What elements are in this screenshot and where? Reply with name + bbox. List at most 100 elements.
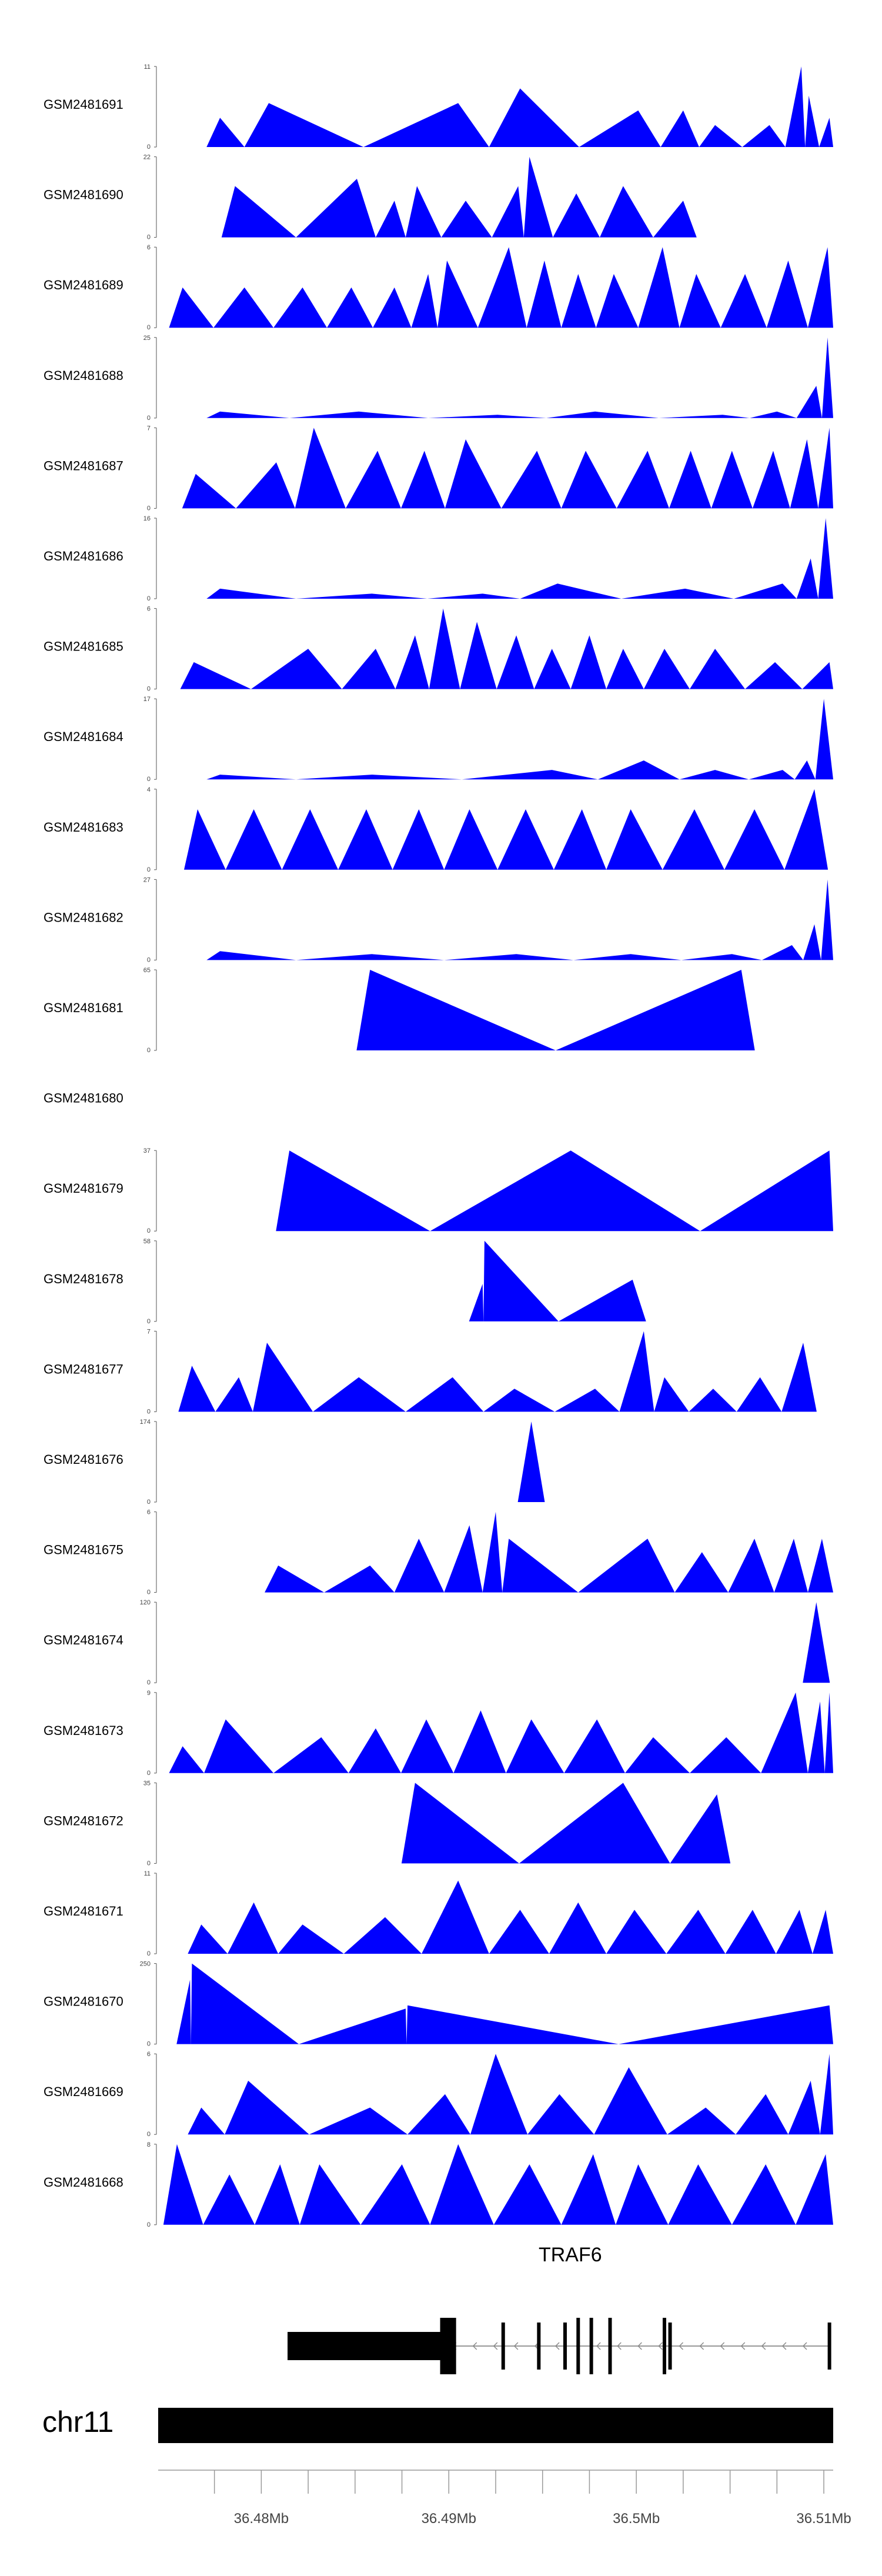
coverage-peak	[348, 1728, 401, 1773]
coverage-peak	[295, 428, 346, 509]
coverage-peak	[427, 593, 520, 599]
coverage-peak	[360, 2164, 430, 2225]
y-axis-tick-label: 37	[143, 1147, 151, 1154]
coverage-peak	[182, 473, 236, 509]
coverage-peak	[821, 337, 833, 418]
y-axis-tick-label: 174	[140, 1419, 151, 1426]
coverage-peak	[818, 518, 833, 599]
y-axis-tick-label: 17	[143, 696, 151, 703]
coverage-peak	[460, 622, 497, 689]
axis-tick-label: 36.49Mb	[422, 2511, 476, 2527]
coverage-peak	[668, 2164, 732, 2225]
track-label: GSM2481678	[44, 1272, 123, 1286]
coverage-peak	[660, 110, 699, 147]
coverage-peak	[250, 649, 342, 689]
coverage-peak	[821, 879, 833, 960]
coverage-peak	[728, 1539, 774, 1593]
coverage-peak	[824, 1692, 833, 1773]
tracks-layer: GSM2481691110GSM2481690220GSM248168960GS…	[44, 64, 833, 2228]
coverage-peak	[711, 451, 753, 509]
coverage-peak	[643, 649, 690, 689]
track-label: GSM2481675	[44, 1543, 123, 1557]
y-axis-tick-label: 0	[147, 1227, 151, 1234]
y-axis-tick-label: 0	[147, 866, 151, 873]
coverage-peak	[483, 1389, 555, 1412]
track-GSM2481668: GSM2481668 8 0	[44, 2141, 833, 2228]
coverage-peak	[169, 1746, 205, 1773]
track-GSM2481678: GSM2481678 58 0	[44, 1238, 646, 1325]
coverage-peak	[276, 1150, 430, 1232]
coverage-peak	[803, 924, 821, 960]
coverage-peak	[401, 1783, 519, 1864]
coverage-peak	[273, 287, 327, 328]
coverage-peak	[489, 1910, 549, 1954]
track-label: GSM2481669	[44, 2084, 123, 2099]
track-GSM2481686: GSM2481686 16 0	[44, 515, 833, 602]
track-label: GSM2481684	[44, 729, 123, 744]
track-GSM2481675: GSM2481675 6 0	[44, 1509, 833, 1596]
coverage-peak	[606, 1910, 667, 1954]
track-label: GSM2481681	[44, 1000, 123, 1015]
coverage-peak	[749, 770, 795, 780]
coverage-peak	[803, 1602, 830, 1683]
track-label: GSM2481672	[44, 1813, 123, 1828]
track-label: GSM2481682	[44, 910, 123, 925]
coverage-peak	[394, 1539, 445, 1593]
y-axis-tick-label: 9	[147, 1690, 151, 1697]
track-label: GSM2481688	[44, 368, 123, 383]
y-axis-tick-label: 0	[147, 776, 151, 783]
y-axis-tick-label: 250	[140, 1961, 151, 1968]
coverage-peak	[430, 1150, 700, 1232]
y-axis-tick-label: 120	[140, 1599, 151, 1606]
coverage-peak	[546, 411, 659, 418]
coverage-peak	[225, 809, 282, 870]
track-label: GSM2481685	[44, 639, 123, 654]
coverage-peak	[561, 2154, 616, 2225]
coverage-peak	[796, 558, 818, 599]
coverage-peak	[619, 1331, 654, 1412]
coverage-peak	[462, 770, 598, 780]
coverage-peak	[802, 662, 833, 689]
track-GSM2481681: GSM2481681 65 0	[44, 967, 755, 1054]
track-GSM2481684: GSM2481684 17 0	[44, 696, 833, 783]
gene-exon	[827, 2323, 831, 2370]
y-axis-tick-label: 7	[147, 425, 151, 432]
coverage-peak	[805, 95, 820, 147]
coverage-peak	[745, 662, 803, 689]
coverage-peak	[188, 2107, 225, 2135]
coverage-peak	[750, 411, 797, 418]
coverage-peak	[526, 261, 562, 328]
coverage-peak	[788, 2080, 820, 2135]
coverage-peak	[731, 2164, 796, 2225]
coverage-peak	[796, 386, 822, 418]
coverage-peak	[578, 1539, 675, 1593]
coverage-peak	[327, 287, 373, 328]
coverage-peak	[794, 760, 816, 780]
y-axis-tick-label: 0	[147, 1589, 151, 1596]
y-axis-tick-label: 0	[147, 2221, 151, 2228]
coverage-peak	[742, 125, 786, 147]
track-GSM2481687: GSM2481687 7 0	[44, 425, 833, 512]
coverage-peak	[356, 970, 556, 1050]
coverage-peak	[653, 201, 697, 238]
y-axis-tick-label: 27	[143, 876, 151, 883]
coverage-peak	[752, 451, 790, 509]
coverage-peak	[766, 261, 808, 328]
coverage-peak	[558, 1279, 646, 1322]
coverage-peak	[679, 770, 749, 780]
coverage-peak	[520, 583, 622, 599]
strand-chevron	[554, 2342, 560, 2350]
y-axis-tick-label: 16	[143, 515, 151, 522]
gene-utr-block	[288, 2332, 442, 2360]
track-label: GSM2481683	[44, 820, 123, 835]
coverage-peak	[444, 809, 498, 870]
strand-chevron	[781, 2342, 787, 2350]
coverage-peak	[600, 186, 653, 238]
coverage-peak	[228, 1902, 279, 1954]
track-label: GSM2481668	[44, 2175, 123, 2190]
coverage-peak	[215, 1377, 253, 1412]
coverage-peak	[820, 2054, 833, 2135]
coverage-peak	[244, 103, 364, 147]
gene-exon	[608, 2318, 612, 2374]
strand-chevron	[679, 2342, 684, 2350]
